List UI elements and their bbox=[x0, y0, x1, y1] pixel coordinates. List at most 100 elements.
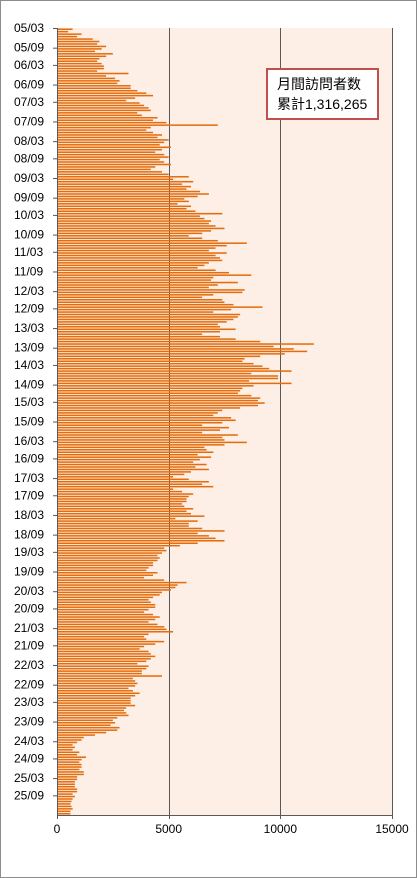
bar bbox=[57, 385, 254, 387]
bar bbox=[57, 544, 180, 547]
bar bbox=[57, 254, 216, 257]
bar bbox=[57, 618, 156, 621]
bar bbox=[57, 790, 78, 793]
bar bbox=[57, 594, 160, 596]
bar bbox=[57, 463, 207, 466]
bar bbox=[57, 264, 205, 267]
y-tick-label: 19/09 bbox=[14, 565, 44, 579]
bar bbox=[57, 783, 75, 786]
bar bbox=[57, 333, 203, 335]
bar bbox=[57, 390, 241, 392]
bar bbox=[57, 515, 205, 517]
bar bbox=[57, 584, 178, 586]
bar bbox=[57, 488, 174, 490]
bar bbox=[57, 30, 69, 33]
bar bbox=[57, 382, 292, 385]
bar bbox=[57, 367, 270, 370]
bar bbox=[57, 623, 158, 626]
bar bbox=[57, 70, 98, 72]
bar bbox=[57, 692, 140, 695]
bar bbox=[57, 643, 156, 645]
annotation-line-2: 累計1,316,265 bbox=[277, 96, 368, 112]
bar bbox=[57, 685, 136, 687]
bar bbox=[57, 252, 227, 254]
bar bbox=[57, 323, 218, 326]
y-tick-label: 20/09 bbox=[14, 601, 44, 615]
bar bbox=[57, 434, 238, 436]
bar bbox=[57, 62, 102, 65]
bar bbox=[57, 660, 147, 663]
bar bbox=[57, 417, 232, 419]
bar bbox=[57, 616, 160, 618]
bar bbox=[57, 402, 265, 404]
bar bbox=[57, 335, 221, 338]
bar bbox=[57, 731, 107, 734]
bar bbox=[57, 508, 194, 510]
bar bbox=[57, 613, 154, 616]
bar bbox=[57, 158, 160, 161]
bar bbox=[57, 308, 232, 311]
bar bbox=[57, 444, 225, 446]
bar bbox=[57, 795, 75, 798]
bar bbox=[57, 478, 189, 481]
bar bbox=[57, 744, 73, 746]
bar bbox=[57, 362, 254, 365]
bar bbox=[57, 119, 154, 121]
bar bbox=[57, 788, 78, 790]
bar bbox=[57, 628, 167, 631]
bar bbox=[57, 658, 151, 660]
bar bbox=[57, 537, 216, 540]
bar bbox=[57, 316, 238, 318]
bar bbox=[57, 353, 285, 355]
y-tick-label: 16/09 bbox=[14, 451, 44, 465]
bar bbox=[57, 109, 151, 112]
bar bbox=[57, 557, 160, 559]
bar bbox=[57, 166, 156, 168]
bar bbox=[57, 318, 234, 321]
bar bbox=[57, 726, 120, 729]
bar bbox=[57, 77, 116, 80]
bar bbox=[57, 670, 142, 672]
bar bbox=[57, 724, 111, 726]
bar bbox=[57, 746, 75, 749]
bar bbox=[57, 399, 258, 402]
bar bbox=[57, 370, 292, 372]
bar bbox=[57, 151, 156, 153]
y-tick-label: 20/03 bbox=[14, 584, 44, 598]
bar bbox=[57, 751, 80, 754]
bar bbox=[57, 640, 165, 643]
bar bbox=[57, 242, 247, 244]
bar bbox=[57, 144, 160, 146]
total-visitors-annotation: 月間訪問者数 累計1,316,265 bbox=[266, 68, 379, 120]
bar bbox=[57, 722, 116, 724]
bar bbox=[57, 117, 158, 119]
bar bbox=[57, 60, 98, 62]
bar bbox=[57, 269, 216, 272]
bar bbox=[57, 205, 191, 208]
bar bbox=[57, 392, 238, 394]
bar bbox=[57, 714, 129, 717]
bar bbox=[57, 330, 221, 333]
bar bbox=[57, 85, 131, 87]
bar bbox=[57, 97, 136, 99]
bar bbox=[57, 53, 113, 55]
bar bbox=[57, 431, 203, 434]
bar bbox=[57, 230, 212, 232]
y-tick-label: 22/09 bbox=[14, 678, 44, 692]
bar bbox=[57, 412, 218, 414]
bar bbox=[57, 222, 209, 225]
y-tick-label: 10/09 bbox=[14, 228, 44, 242]
bar bbox=[57, 134, 162, 136]
bar bbox=[57, 763, 82, 766]
y-tick-label: 25/09 bbox=[14, 788, 44, 802]
bar bbox=[57, 421, 223, 424]
bar bbox=[57, 446, 205, 449]
y-tick-label: 17/03 bbox=[14, 471, 44, 485]
y-tick-label: 05/03 bbox=[14, 21, 44, 35]
y-tick-label: 05/09 bbox=[14, 41, 44, 55]
bar bbox=[57, 360, 243, 362]
bar bbox=[57, 468, 209, 471]
bar bbox=[57, 208, 187, 210]
bar bbox=[57, 227, 225, 230]
bar bbox=[57, 104, 145, 107]
